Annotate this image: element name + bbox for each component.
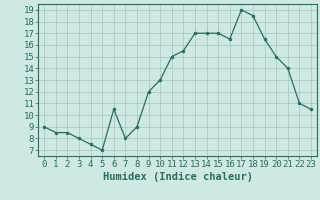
X-axis label: Humidex (Indice chaleur): Humidex (Indice chaleur) <box>103 172 252 182</box>
